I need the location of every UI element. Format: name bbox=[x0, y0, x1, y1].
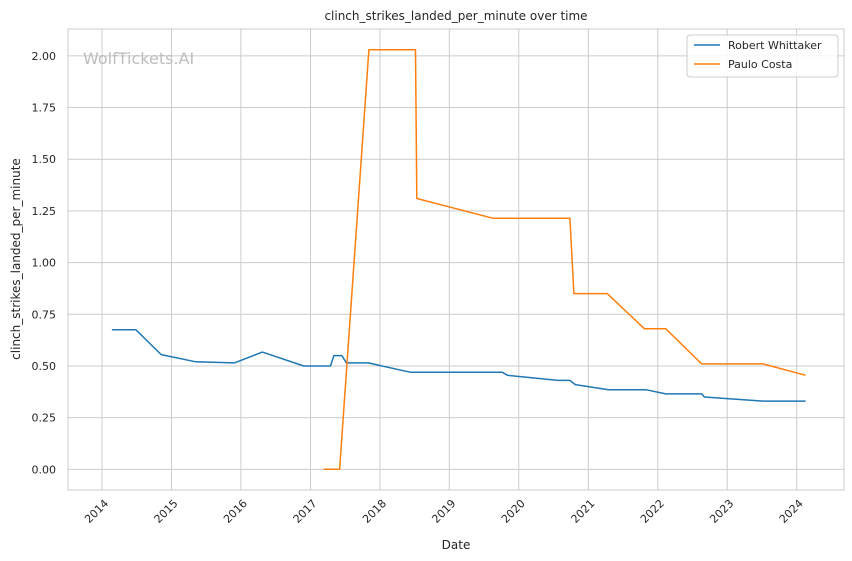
y-tick-label: 0.75 bbox=[32, 308, 57, 321]
x-tick-label: 2021 bbox=[569, 497, 598, 526]
x-tick-label: 2020 bbox=[499, 497, 528, 526]
x-gridlines bbox=[101, 29, 798, 490]
x-axis-label: Date bbox=[442, 538, 471, 552]
x-tick-label: 2014 bbox=[82, 497, 111, 526]
series-line-paulo-costa bbox=[323, 48, 806, 471]
x-tick-label: 2016 bbox=[221, 497, 250, 526]
x-tick-label: 2023 bbox=[707, 497, 736, 526]
y-tick-labels: 0.00 0.25 0.50 0.75 1.00 1.25 1.50 1.75 2.00 bbox=[32, 50, 57, 476]
legend-label-paulo-costa: Paulo Costa bbox=[728, 58, 792, 71]
x-tick-label: 2015 bbox=[152, 497, 181, 526]
watermark: WolfTickets.AI bbox=[83, 49, 194, 68]
legend-label-robert-whittaker: Robert Whittaker bbox=[728, 39, 822, 52]
y-tick-label: 1.75 bbox=[32, 102, 57, 115]
x-tick-label: 2019 bbox=[429, 497, 458, 526]
y-axis-label: clinch_strikes_landed_per_minute bbox=[9, 158, 23, 360]
y-tick-label: 0.50 bbox=[32, 360, 57, 373]
chart-title: clinch_strikes_landed_per_minute over ti… bbox=[324, 9, 587, 23]
x-tick-label: 2018 bbox=[360, 497, 389, 526]
legend-box bbox=[686, 34, 839, 78]
x-tick-labels: 2014 2015 2016 2017 2018 2019 2020 2021 2022 2023… bbox=[82, 497, 806, 526]
legend: Robert Whittaker Paulo Costa bbox=[686, 34, 839, 78]
y-tick-label: 0.00 bbox=[32, 463, 57, 476]
y-tick-label: 1.50 bbox=[32, 153, 57, 166]
x-tick-label: 2022 bbox=[638, 497, 667, 526]
y-tick-label: 1.00 bbox=[32, 257, 57, 270]
plot-area bbox=[67, 28, 845, 491]
series-lines bbox=[111, 48, 806, 471]
x-tick-label: 2024 bbox=[777, 497, 806, 526]
x-tick-label: 2017 bbox=[291, 497, 320, 526]
y-tick-label: 0.25 bbox=[32, 412, 57, 425]
y-tick-label: 1.25 bbox=[32, 205, 57, 218]
series-line-robert-whittaker bbox=[111, 329, 806, 402]
y-tick-label: 2.00 bbox=[32, 50, 57, 63]
